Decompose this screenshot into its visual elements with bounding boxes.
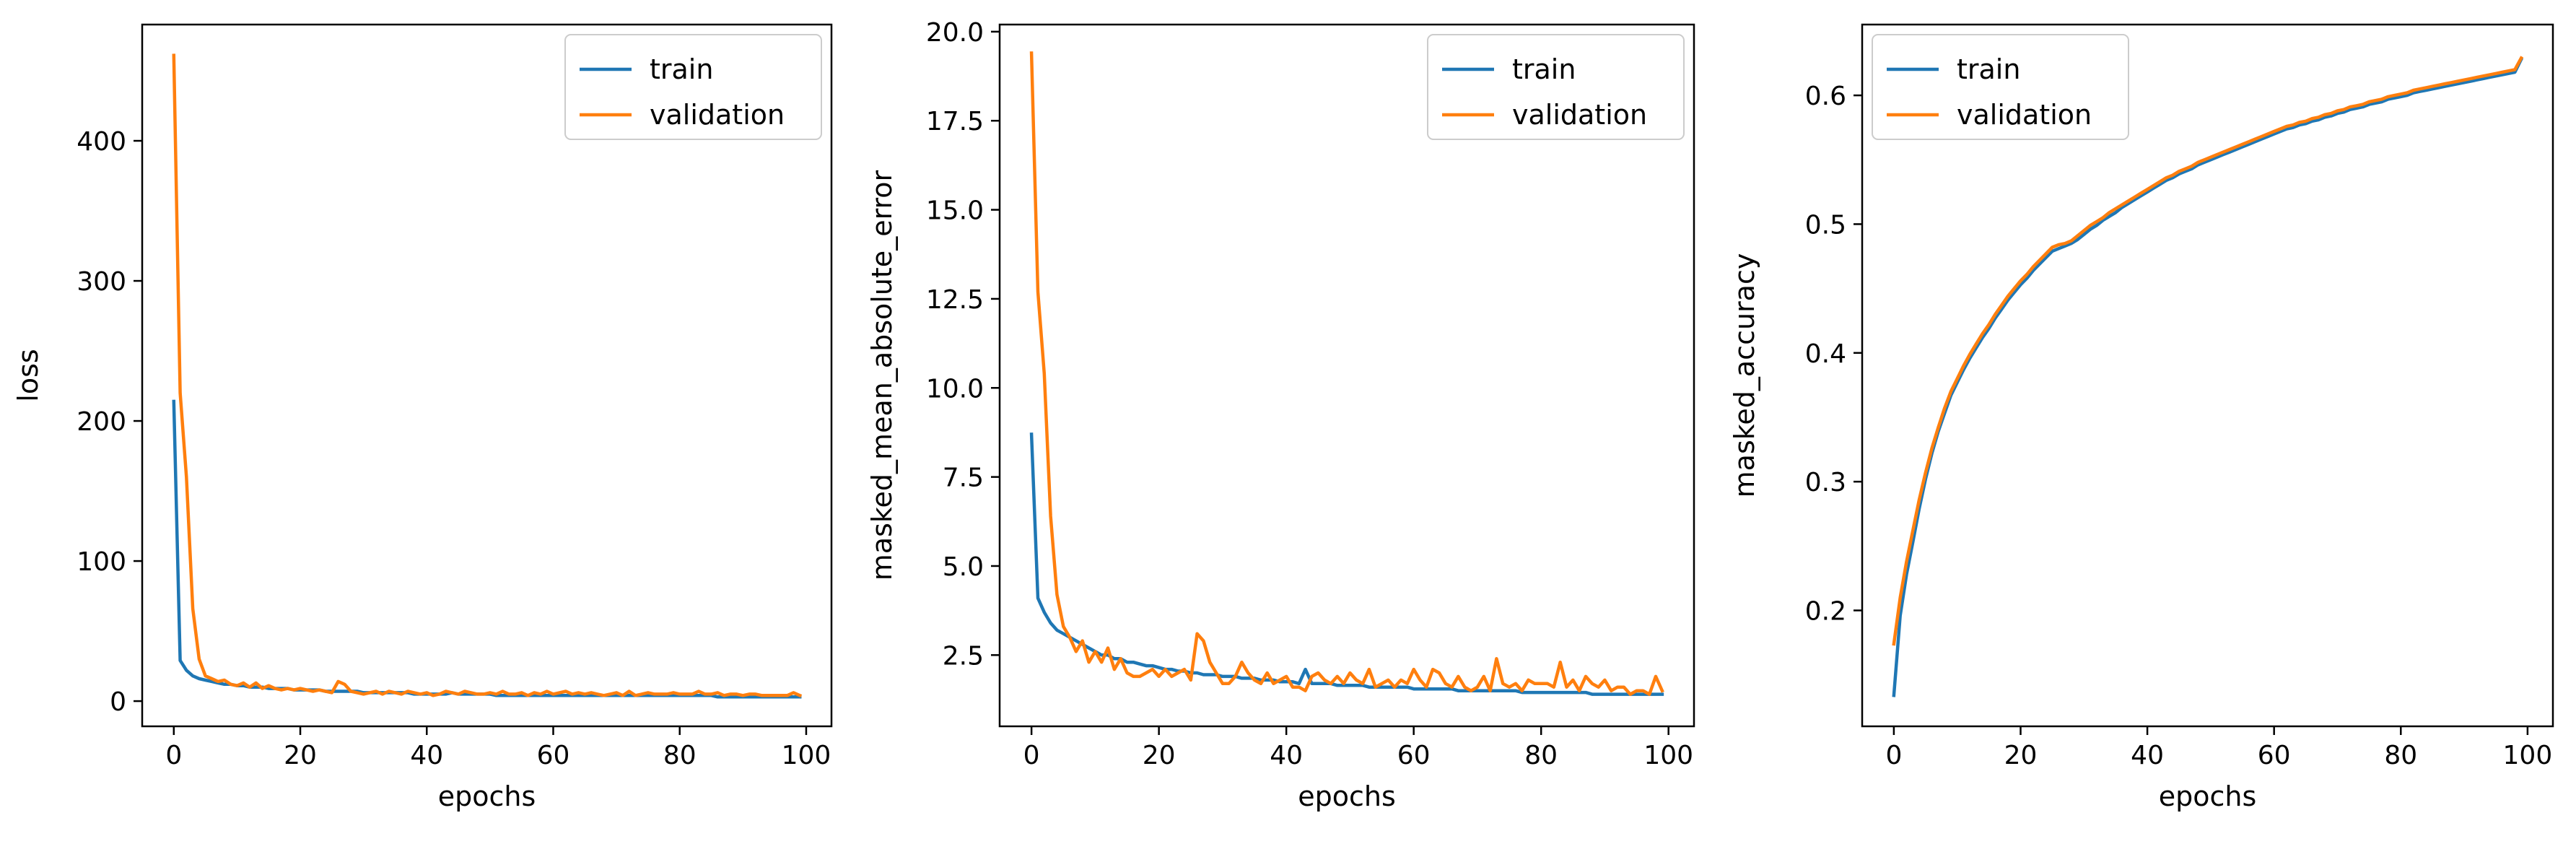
x-tick-label: 0 (1885, 741, 1902, 770)
y-tick-label: 300 (77, 267, 126, 297)
x-tick-label: 80 (1524, 741, 1558, 770)
legend-label: validation (650, 99, 785, 131)
x-tick-label: 80 (2384, 741, 2417, 770)
legend-label: train (1957, 53, 2020, 85)
legend-label: validation (1957, 99, 2092, 131)
x-tick-label: 60 (537, 741, 570, 770)
x-tick-label: 40 (410, 741, 443, 770)
y-axis-label: loss (12, 349, 44, 401)
x-tick-label: 60 (1397, 741, 1431, 770)
axes-frame (141, 23, 833, 728)
y-tick-label: 0.6 (1805, 82, 1846, 111)
y-tick-label: 10.0 (926, 374, 984, 404)
x-tick-label: 100 (782, 741, 831, 770)
legend-label: train (650, 53, 713, 85)
y-tick-label: 2.5 (943, 641, 984, 671)
axes-frame (1861, 23, 2554, 728)
x-tick-label: 0 (165, 741, 182, 770)
y-tick-label: 0 (110, 687, 126, 717)
x-tick-label: 60 (2258, 741, 2291, 770)
series-line-validation (1892, 56, 2524, 646)
x-tick-label: 20 (2004, 741, 2038, 770)
mae-chart: 0 20 40 60 80 100 2.5 5.0 7.5 10.0 12.5 15.0 17.5 20.… (866, 18, 1695, 812)
y-tick-label: 12.5 (926, 285, 984, 315)
y-tick-label: 7.5 (943, 464, 984, 493)
x-tick-label: 80 (663, 741, 697, 770)
y-axis-label: masked_mean_absolute_error (866, 170, 898, 580)
axes-frame (998, 23, 1695, 728)
x-tick-label: 20 (1143, 741, 1176, 770)
x-axis-label: epochs (2159, 780, 2257, 812)
legend: train validation (1427, 34, 1685, 140)
y-tick-label: 0.5 (1805, 210, 1846, 240)
series-line-validation (1029, 51, 1664, 696)
series-line-validation (172, 53, 803, 698)
x-axis-label: epochs (438, 780, 536, 812)
series-line-train (1029, 432, 1664, 696)
x-tick-label: 0 (1023, 741, 1040, 770)
x-axis-label: epochs (1298, 780, 1396, 812)
y-tick-label: 15.0 (926, 196, 984, 226)
legend-label: train (1512, 53, 1576, 85)
y-tick-label: 20.0 (926, 18, 984, 48)
x-tick-label: 40 (1270, 741, 1303, 770)
y-tick-label: 5.0 (943, 552, 984, 582)
x-tick-label: 100 (2503, 741, 2553, 770)
y-tick-label: 0.4 (1805, 339, 1846, 369)
accuracy-chart: 0 20 40 60 80 100 0.2 0.3 0.4 0.5 0.6 epochs masked_… (1729, 23, 2554, 812)
y-axis-label: masked_accuracy (1729, 253, 1760, 498)
loss-chart: 0 20 40 60 80 100 0 100 200 300 400 epochs loss train… (12, 23, 833, 812)
y-tick-label: 17.5 (926, 107, 984, 136)
y-tick-label: 0.2 (1805, 596, 1846, 626)
x-tick-label: 100 (1643, 741, 1693, 770)
y-tick-label: 0.3 (1805, 468, 1846, 497)
series-line-train (1892, 57, 2524, 697)
y-tick-label: 200 (77, 407, 126, 437)
legend-label: validation (1512, 99, 1647, 131)
x-tick-label: 40 (2131, 741, 2164, 770)
x-tick-label: 20 (284, 741, 317, 770)
legend: train validation (1872, 34, 2129, 140)
legend: train validation (564, 34, 822, 140)
y-tick-label: 100 (77, 547, 126, 577)
y-tick-label: 400 (77, 127, 126, 157)
